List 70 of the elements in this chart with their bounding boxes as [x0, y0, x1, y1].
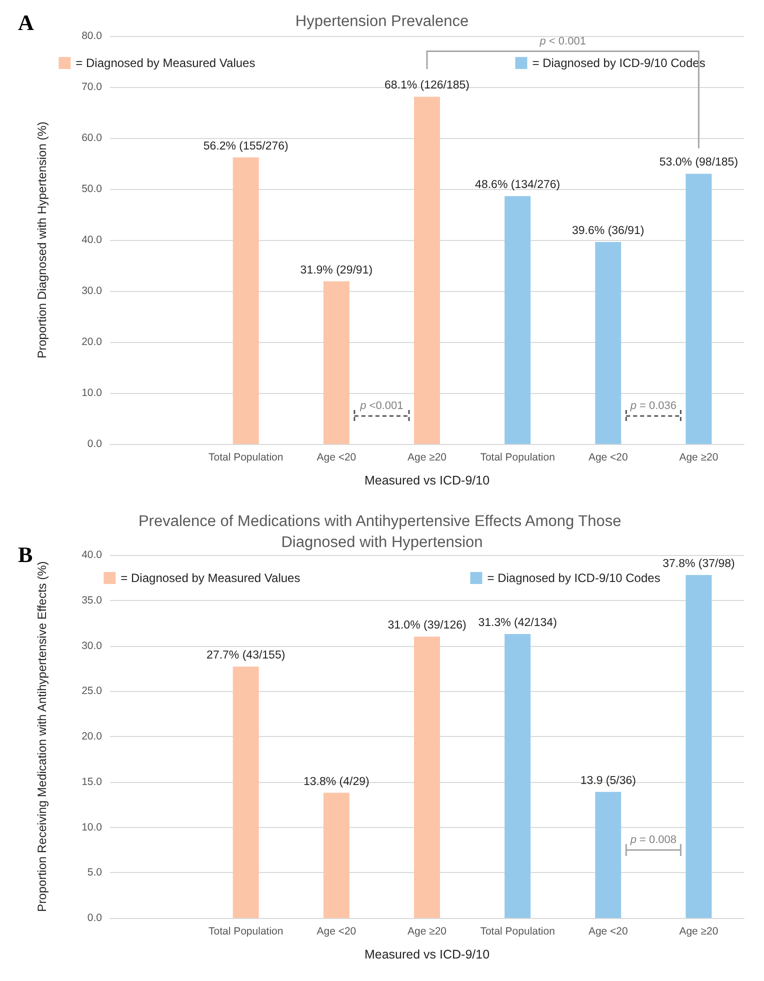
data-label: 56.2% (155/276)	[203, 140, 289, 152]
x-tick-label: Total Population	[208, 926, 284, 938]
data-label: 53.0% (98/185)	[659, 156, 738, 169]
bar	[504, 196, 531, 444]
x-axis-title: Measured vs ICD-9/10	[364, 948, 490, 962]
y-tick-label: 25.0	[82, 685, 102, 698]
data-label: 48.6% (134/276)	[475, 179, 560, 192]
y-tick-label: 5.0	[87, 866, 102, 879]
y-tick-label: 40.0	[82, 549, 102, 561]
x-tick-label: Total Population	[208, 452, 284, 464]
data-label: 13.9 (5/36)	[580, 774, 636, 787]
data-label: 13.8% (4/29)	[304, 776, 370, 788]
x-tick-label: Total Population	[480, 926, 556, 938]
y-tick-label: 70.0	[82, 81, 102, 93]
y-tick-label: 20.0	[82, 730, 102, 742]
bar	[686, 174, 712, 444]
y-axis-title: Proportion Diagnosed with Hypertension (%)	[35, 122, 49, 358]
x-tick-label: Age ≥20	[679, 926, 718, 938]
bar	[595, 792, 622, 918]
y-tick-label: 10.0	[82, 387, 102, 399]
y-tick-label: 0.0	[87, 912, 102, 924]
bar	[323, 792, 350, 918]
annotation: p = 0.008	[629, 834, 677, 846]
x-tick-label: Age <20	[588, 452, 628, 464]
bar	[595, 242, 622, 444]
x-tick-label: Total Population	[480, 452, 556, 464]
x-tick-label: Age ≥20	[407, 926, 447, 938]
y-tick-label: 30.0	[82, 640, 102, 652]
annotation: p <0.001	[359, 400, 404, 412]
y-tick-label: 10.0	[82, 821, 102, 834]
data-label: 68.1% (126/185)	[384, 80, 470, 92]
legend-label: = Diagnosed by Measured Values	[120, 571, 300, 585]
bar	[232, 157, 259, 444]
y-axis-title: Proportion Receiving Medication with Antihypertensive Effects (%)	[35, 561, 49, 912]
y-tick-label: 20.0	[82, 336, 102, 348]
bar	[414, 96, 440, 444]
annotation: p < 0.001	[538, 35, 586, 48]
x-tick-label: Age <20	[316, 926, 356, 938]
x-tick-label: Age ≥20	[679, 452, 718, 464]
x-tick-label: Age ≥20	[407, 452, 447, 464]
chart-title: Hypertension Prevalence	[295, 13, 469, 30]
y-tick-label: 30.0	[82, 285, 102, 297]
data-label: 37.8% (37/98)	[662, 558, 735, 570]
bar	[232, 666, 259, 918]
bar	[504, 634, 531, 918]
annotation: p = 0.036	[629, 400, 677, 412]
bar	[686, 574, 712, 918]
x-axis-title: Measured vs ICD-9/10	[364, 474, 490, 488]
x-tick-label: Age <20	[588, 926, 628, 938]
y-tick-label: 80.0	[82, 30, 102, 42]
bar	[323, 281, 350, 444]
data-label: 31.0% (39/126)	[388, 620, 466, 632]
text: A	[18, 10, 34, 35]
bar	[414, 636, 440, 918]
data-label: 39.6% (36/91)	[572, 225, 644, 238]
y-tick-label: 15.0	[82, 776, 102, 788]
y-tick-label: 40.0	[82, 234, 102, 246]
y-tick-label: 50.0	[82, 183, 102, 195]
chart-title: Prevalence of Medications with Antihypertensive Effects Among Those Diagnosed with Hypertension	[138, 513, 626, 551]
legend-label: = Diagnosed by ICD-9/10 Codes	[532, 56, 706, 70]
legend-label: = Diagnosed by ICD-9/10 Codes	[487, 571, 660, 585]
x-tick-label: Age <20	[316, 452, 356, 464]
y-tick-label: 35.0	[82, 594, 102, 606]
y-tick-label: 0.0	[87, 438, 102, 450]
legend-label: = Diagnosed by Measured Values	[76, 56, 256, 70]
y-tick-label: 60.0	[82, 132, 102, 144]
data-label: 31.9% (29/91)	[300, 264, 373, 276]
text: B	[18, 542, 33, 567]
data-label: 31.3% (42/134)	[478, 616, 558, 629]
data-label: 27.7% (43/155)	[206, 650, 286, 662]
